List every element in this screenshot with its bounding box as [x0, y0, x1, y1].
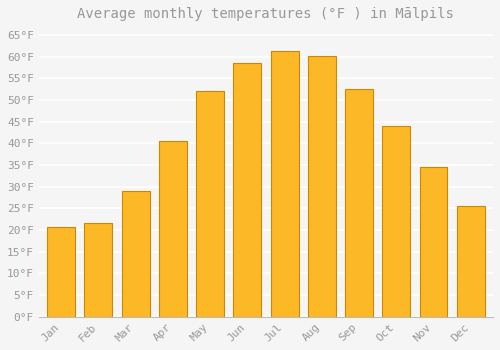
Bar	[196, 91, 224, 317]
Bar	[159, 141, 187, 317]
Bar	[382, 126, 410, 317]
Bar	[270, 51, 298, 317]
Bar	[234, 63, 262, 317]
Bar	[457, 206, 484, 317]
Bar	[308, 56, 336, 317]
Title: Average monthly temperatures (°F ) in Mālpils: Average monthly temperatures (°F ) in Mā…	[78, 7, 454, 21]
Bar	[84, 223, 112, 317]
Bar	[420, 167, 448, 317]
Bar	[345, 89, 373, 317]
Bar	[47, 227, 75, 317]
Bar	[122, 191, 150, 317]
